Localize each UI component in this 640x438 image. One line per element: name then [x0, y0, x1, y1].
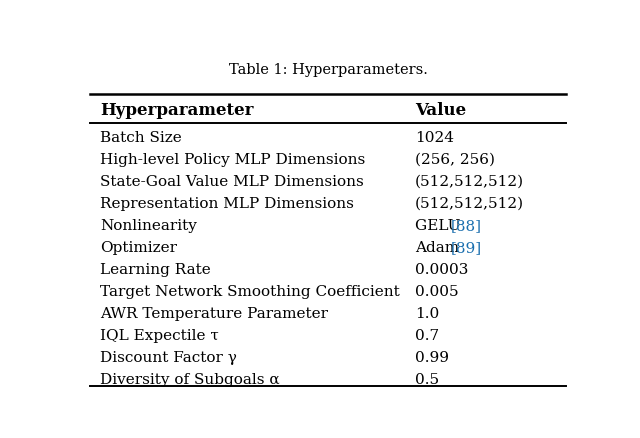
- Text: Optimizer: Optimizer: [100, 240, 177, 254]
- Text: Target Network Smoothing Coefficient: Target Network Smoothing Coefficient: [100, 284, 399, 298]
- Text: [89]: [89]: [451, 240, 482, 254]
- Text: Discount Factor γ: Discount Factor γ: [100, 350, 237, 364]
- Text: [88]: [88]: [451, 219, 481, 233]
- Text: GELU: GELU: [415, 219, 465, 233]
- Text: Adam: Adam: [415, 240, 464, 254]
- Text: Batch Size: Batch Size: [100, 131, 182, 145]
- Text: (512,512,512): (512,512,512): [415, 175, 524, 189]
- Text: Table 1: Hyperparameters.: Table 1: Hyperparameters.: [228, 63, 428, 77]
- Text: Value: Value: [415, 102, 466, 118]
- Text: Diversity of Subgoals α: Diversity of Subgoals α: [100, 372, 280, 386]
- Text: Hyperparameter: Hyperparameter: [100, 102, 253, 118]
- Text: 0.7: 0.7: [415, 328, 439, 342]
- Text: 0.005: 0.005: [415, 284, 458, 298]
- Text: 0.0003: 0.0003: [415, 262, 468, 276]
- Text: 0.5: 0.5: [415, 372, 439, 386]
- Text: IQL Expectile τ: IQL Expectile τ: [100, 328, 219, 342]
- Text: 0.99: 0.99: [415, 350, 449, 364]
- Text: (512,512,512): (512,512,512): [415, 197, 524, 211]
- Text: Nonlinearity: Nonlinearity: [100, 219, 196, 233]
- Text: Representation MLP Dimensions: Representation MLP Dimensions: [100, 197, 354, 211]
- Text: AWR Temperature Parameter: AWR Temperature Parameter: [100, 306, 328, 320]
- Text: State-Goal Value MLP Dimensions: State-Goal Value MLP Dimensions: [100, 175, 364, 189]
- Text: 1.0: 1.0: [415, 306, 439, 320]
- Text: Learning Rate: Learning Rate: [100, 262, 211, 276]
- Text: High-level Policy MLP Dimensions: High-level Policy MLP Dimensions: [100, 153, 365, 167]
- Text: (256, 256): (256, 256): [415, 153, 495, 167]
- Text: 1024: 1024: [415, 131, 454, 145]
